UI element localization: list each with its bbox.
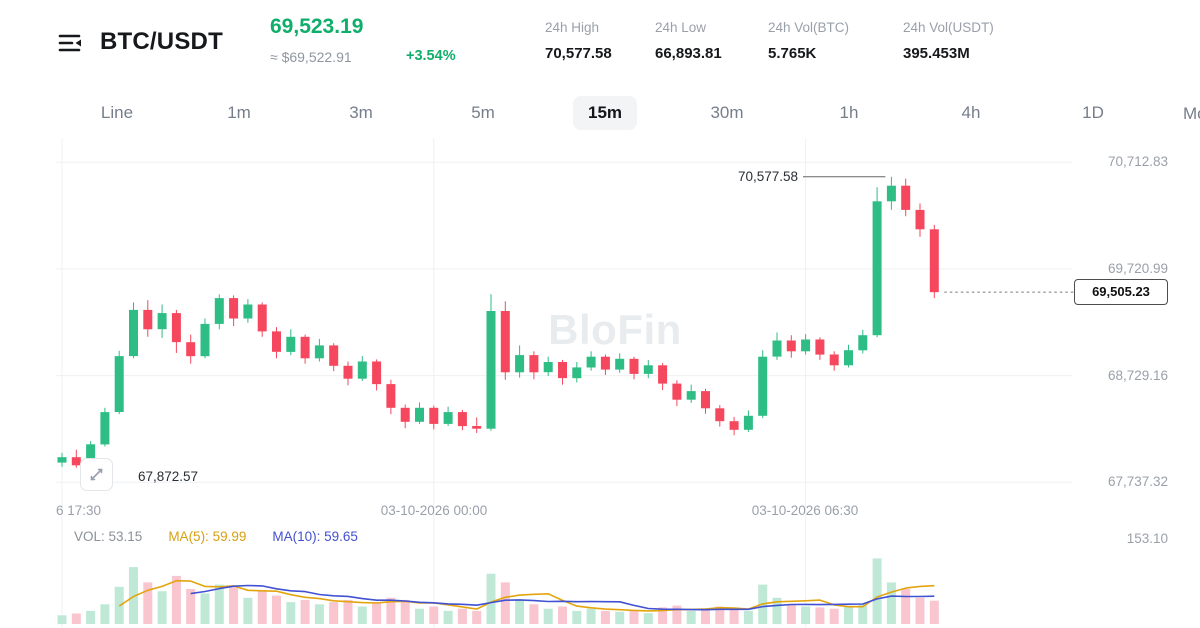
x-axis-label-midnight: 03-10-2026 00:00 bbox=[380, 503, 488, 518]
volume-value-label: VOL: 53.15 bbox=[74, 529, 143, 544]
low-annotation: 67,872.57 bbox=[138, 469, 199, 484]
x-axis-label-morning: 03-10-2026 06:30 bbox=[751, 503, 859, 518]
current-price-tag: 69,505.23 bbox=[1074, 279, 1168, 306]
stat-label: 24h Vol(BTC) bbox=[768, 20, 850, 35]
stat-label: 24h Vol(USDT) bbox=[903, 20, 994, 35]
tab-5m[interactable]: 5m bbox=[422, 93, 544, 133]
y-axis-label: 69,720.99 bbox=[1107, 260, 1168, 276]
tab-1h[interactable]: 1h bbox=[788, 93, 910, 133]
tab-30m[interactable]: 30m bbox=[666, 93, 788, 133]
stat-24h-high: 24h High 70,577.58 bbox=[545, 20, 612, 62]
tab-label: 15m bbox=[572, 96, 638, 130]
volume-ma10-label: MA(10): 59.65 bbox=[272, 529, 358, 544]
stat-24h-vol-usdt: 24h Vol(USDT) 395.453M bbox=[903, 20, 994, 62]
watermark-logo: BloFin bbox=[548, 306, 682, 353]
expand-icon bbox=[90, 468, 103, 481]
tab-1m[interactable]: 1m bbox=[178, 93, 300, 133]
timeframe-tabs: Line 1m 3m 5m 15m 30m 1h 4h 1D bbox=[56, 93, 1154, 133]
tab-1d[interactable]: 1D bbox=[1032, 93, 1154, 133]
last-price: 69,523.19 bbox=[270, 15, 364, 38]
tab-label: 1m bbox=[227, 103, 251, 122]
tab-label: 5m bbox=[471, 103, 495, 122]
stat-value: 66,893.81 bbox=[655, 45, 722, 62]
tab-label: 4h bbox=[961, 103, 981, 122]
stat-value: 395.453M bbox=[903, 45, 970, 62]
stat-label: 24h Low bbox=[655, 20, 707, 35]
expand-chart-button[interactable] bbox=[80, 458, 113, 491]
x-axis-label-start: 6 17:30 bbox=[56, 503, 102, 518]
stat-24h-vol-btc: 24h Vol(BTC) 5.765K bbox=[768, 20, 849, 62]
tab-label: 1D bbox=[1082, 103, 1104, 122]
tab-more[interactable]: Mo bbox=[1183, 104, 1200, 123]
price-change: +3.54% bbox=[406, 48, 456, 64]
tab-15m-selected[interactable]: 15m bbox=[544, 93, 666, 133]
y-axis-label: 67,737.32 bbox=[1107, 474, 1168, 490]
stat-24h-low: 24h Low 66,893.81 bbox=[655, 20, 722, 62]
high-annotation: 70,577.58 bbox=[737, 168, 798, 184]
y-axis-label: 70,712.83 bbox=[1107, 154, 1168, 170]
tab-label: 3m bbox=[349, 103, 373, 122]
pair-menu-icon[interactable] bbox=[56, 28, 88, 60]
volume-legend: VOL: 53.15 MA(5): 59.99 MA(10): 59.65 bbox=[74, 529, 358, 544]
pair-symbol: BTC/USDT bbox=[100, 28, 223, 55]
tab-4h[interactable]: 4h bbox=[910, 93, 1032, 133]
tab-label: 1h bbox=[839, 103, 859, 122]
tab-line[interactable]: Line bbox=[56, 93, 178, 133]
stat-value: 70,577.58 bbox=[545, 45, 612, 62]
tab-label: Line bbox=[100, 103, 134, 122]
tab-3m[interactable]: 3m bbox=[300, 93, 422, 133]
tab-label: 30m bbox=[710, 103, 744, 122]
volume-ma5-label: MA(5): 59.99 bbox=[168, 529, 247, 544]
stat-label: 24h High bbox=[545, 20, 600, 35]
stat-value: 5.765K bbox=[768, 45, 817, 62]
fiat-price: ≈ $69,522.91 bbox=[270, 49, 352, 65]
y-axis-label: 68,729.16 bbox=[1107, 367, 1168, 383]
volume-scale-label: 153.10 bbox=[1126, 531, 1168, 546]
